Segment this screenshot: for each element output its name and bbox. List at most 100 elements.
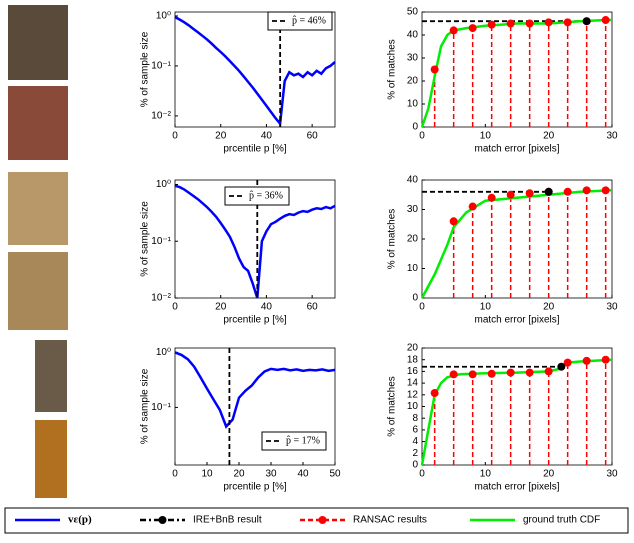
cdf-line	[420, 189, 613, 299]
ire-dot	[557, 362, 566, 371]
ransac-dot	[468, 24, 477, 33]
photo	[8, 172, 68, 245]
legend-label: ground truth CDF	[523, 515, 600, 526]
x-tick-label: 30	[265, 469, 277, 480]
x-tick-label: 30	[606, 131, 618, 142]
annotation-box	[224, 186, 290, 206]
x-tick-label: 60	[307, 131, 319, 142]
y-axis-label: % of matches	[387, 209, 398, 270]
y-tick-label: 14	[407, 378, 419, 389]
y-tick-label: 20	[407, 234, 419, 245]
x-tick-label: 20	[543, 302, 555, 313]
x-tick-label: 20	[543, 131, 555, 142]
y-tick-label: 10⁰	[156, 179, 171, 190]
ransac-dot	[544, 367, 553, 376]
y-tick-label: 10	[407, 401, 419, 412]
annotation: p̂ = 36%	[249, 190, 283, 201]
y-axis-label: % of sample size	[140, 31, 151, 107]
y-tick-label: 8	[412, 413, 418, 424]
ransac-dot	[506, 368, 515, 377]
x-tick-label: 30	[606, 469, 618, 480]
photo	[8, 5, 68, 80]
x-tick-label: 50	[329, 469, 341, 480]
photo	[35, 340, 67, 412]
y-tick-label: 20	[407, 76, 419, 87]
ransac-dot	[449, 217, 458, 226]
x-tick-label: 10	[201, 469, 213, 480]
x-tick-label: 10	[480, 302, 492, 313]
x-tick-label: 20	[215, 131, 227, 142]
x-tick-label: 40	[297, 469, 309, 480]
plot-frame	[421, 347, 613, 466]
y-tick-label: 10⁰	[156, 347, 171, 358]
ransac-dot	[563, 358, 572, 367]
y-tick-label: 10⁻²	[151, 111, 171, 122]
photo	[8, 86, 68, 160]
y-tick-label: 50	[407, 7, 419, 18]
ransac-dot	[468, 370, 477, 379]
x-tick-label: 60	[307, 302, 319, 313]
y-tick-label: 12	[407, 389, 419, 400]
y-tick-label: 0	[412, 122, 418, 133]
x-tick-label: 30	[606, 302, 618, 313]
data-line	[174, 15, 336, 127]
ransac-dot	[506, 190, 515, 199]
ransac-dot	[430, 65, 439, 74]
x-axis-label: match error [pixels]	[474, 144, 559, 155]
plot-frame	[174, 11, 336, 128]
x-tick-label: 20	[233, 469, 245, 480]
ransac-dot	[525, 368, 534, 377]
legend-marker	[158, 516, 167, 524]
data-line	[174, 351, 336, 429]
ransac-dot	[601, 186, 610, 195]
cdf-line	[420, 18, 612, 128]
x-axis-label: prcentile p [%]	[223, 315, 287, 326]
ire-dot	[582, 17, 591, 26]
ransac-dot	[487, 193, 496, 202]
annotation-box	[261, 431, 327, 451]
x-axis-label: match error [pixels]	[474, 315, 559, 326]
ransac-dot	[601, 16, 610, 25]
x-tick-label: 0	[172, 131, 178, 142]
legend-label: vε(p)	[68, 514, 92, 526]
y-tick-label: 10⁻¹	[151, 61, 171, 72]
x-tick-label: 40	[261, 302, 273, 313]
x-axis-label: prcentile p [%]	[223, 144, 287, 155]
x-axis-label: match error [pixels]	[474, 482, 559, 493]
y-tick-label: 16	[407, 366, 419, 377]
ransac-dot	[601, 355, 610, 364]
annotation: p̂ = 46%	[292, 15, 326, 26]
x-tick-label: 0	[172, 302, 178, 313]
data-line	[174, 184, 336, 299]
y-tick-label: 4	[412, 436, 418, 447]
y-tick-label: 30	[407, 53, 419, 64]
x-tick-label: 0	[419, 131, 425, 142]
x-tick-label: 20	[543, 469, 555, 480]
y-tick-label: 18	[407, 354, 419, 365]
x-tick-label: 0	[172, 469, 178, 480]
legend-label: IRE+BnB result	[193, 515, 262, 526]
plot-frame	[421, 11, 613, 128]
legend-marker	[318, 516, 327, 524]
y-tick-label: 10	[407, 99, 419, 110]
x-tick-label: 20	[215, 302, 227, 313]
ransac-dot	[487, 20, 496, 29]
y-tick-label: 40	[407, 175, 419, 186]
ransac-dot	[563, 18, 572, 27]
ransac-dot	[525, 189, 534, 198]
plot-frame	[174, 179, 336, 299]
x-tick-label: 40	[261, 131, 273, 142]
ransac-dot	[563, 187, 572, 196]
ransac-dot	[449, 370, 458, 379]
y-tick-label: 10	[407, 263, 419, 274]
x-tick-label: 10	[480, 131, 492, 142]
y-tick-label: 0	[412, 293, 418, 304]
x-tick-label: 0	[419, 302, 425, 313]
y-tick-label: 20	[407, 343, 419, 354]
x-tick-label: 10	[480, 469, 492, 480]
ire-dot	[544, 187, 553, 196]
y-tick-label: 0	[412, 460, 418, 471]
y-axis-label: % of matches	[387, 376, 398, 437]
ransac-dot	[468, 202, 477, 211]
legend-label: RANSAC results	[353, 515, 427, 526]
